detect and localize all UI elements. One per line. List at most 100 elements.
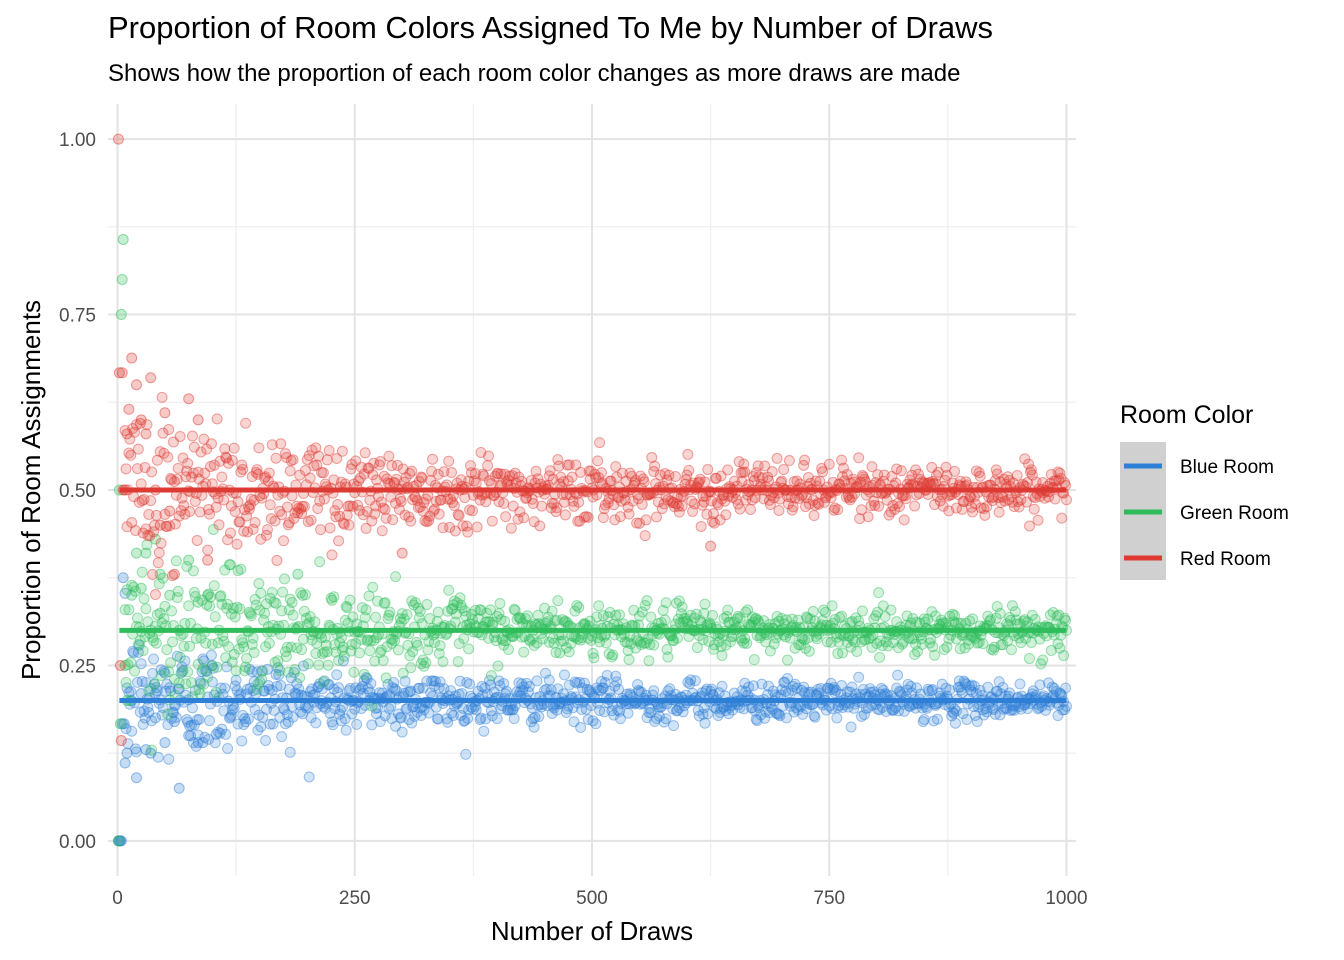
data-point [575,466,587,478]
data-point [225,608,237,620]
data-point [935,614,947,626]
data-point [328,683,340,695]
data-point [815,683,827,695]
data-point [274,712,286,724]
data-point [271,554,283,566]
data-point [128,647,140,659]
data-point [485,670,497,682]
data-point [581,684,593,696]
data-point [261,663,273,675]
data-point [614,705,626,717]
data-point [722,464,734,476]
data-point [786,613,798,625]
data-point [348,666,360,678]
data-point [539,667,551,679]
data-point [660,597,672,609]
data-point [1005,614,1017,626]
data-point [157,572,169,584]
data-point [845,641,857,653]
data-point [344,500,356,512]
data-point [539,684,551,696]
data-point [142,616,154,628]
data-point [980,703,992,715]
data-point [1035,658,1047,670]
data-point [252,678,264,690]
data-point [350,455,362,467]
data-point [412,502,424,514]
data-point [540,683,552,695]
data-point [159,407,171,419]
data-point [159,508,171,520]
data-point [291,642,303,654]
data-point [119,587,131,599]
data-point [623,508,635,520]
data-point [645,611,657,623]
data-point [418,660,430,672]
data-point [596,682,608,694]
data-point [1059,612,1071,624]
data-point [572,515,584,527]
data-point [219,682,231,694]
data-point [875,635,887,647]
data-point [703,635,715,647]
data-point [134,706,146,718]
data-point [502,474,514,486]
data-point [624,467,636,479]
data-point [803,645,815,657]
data-point [374,646,386,658]
data-point [130,743,142,755]
data-point [990,612,1002,624]
data-point [287,711,299,723]
data-point [166,712,178,724]
data-point [698,607,710,619]
data-point [461,520,473,532]
data-point [571,600,583,612]
data-point [954,643,966,655]
data-point [649,715,661,727]
data-point [137,527,149,539]
chart-subtitle: Shows how the proportion of each room co… [108,60,961,87]
data-point [614,713,626,725]
data-point [165,657,177,669]
data-point [633,684,645,696]
data-point [906,687,918,699]
data-point [676,500,688,512]
data-point [582,511,594,523]
data-point [1028,503,1040,515]
data-point [426,465,438,477]
data-point [597,610,609,622]
data-point [297,589,309,601]
data-point [223,457,235,469]
data-point [202,589,214,601]
data-point [607,649,619,661]
data-point [609,680,621,692]
data-point [841,686,853,698]
data-point [184,720,196,732]
data-point [733,456,745,468]
data-point [759,712,771,724]
data-point [163,666,175,678]
data-point [695,520,707,532]
data-point [824,684,836,696]
data-point [484,675,496,687]
data-point [446,466,458,478]
data-point [498,639,510,651]
data-point [255,587,267,599]
data-point [594,704,606,716]
data-point [501,685,513,697]
data-point [768,638,780,650]
data-point [1029,613,1041,625]
data-point [694,473,706,485]
data-point [146,466,158,478]
data-point [476,681,488,693]
data-point [267,718,279,730]
data-point [130,379,142,391]
data-point [805,686,817,698]
data-point [229,680,241,692]
data-point [566,471,578,483]
data-point [491,713,503,725]
data-point [448,500,460,512]
data-point [388,677,400,689]
data-point [229,506,241,518]
data-point [998,703,1010,715]
